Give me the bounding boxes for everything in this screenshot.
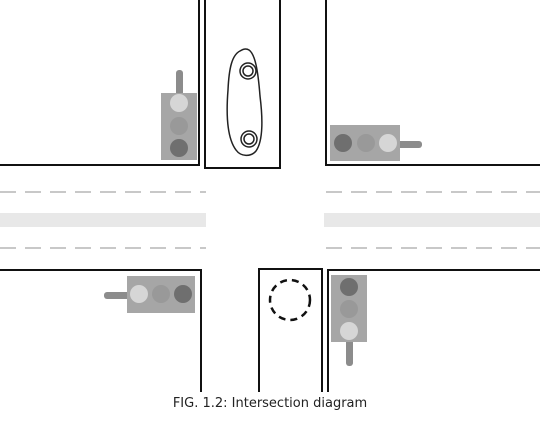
curbs [0,0,540,392]
dashed-circle-icon [268,278,312,322]
signal-lamp-right [174,285,192,303]
signal-pole-southwest [104,292,134,299]
lane-markings [0,191,540,249]
traffic-light-icon [161,70,197,160]
curb-northwest [0,0,200,166]
signal-lamp-top [170,94,188,112]
signal-lamp-left [130,285,148,303]
car-wheel-front-hub [242,65,254,77]
figure-caption: FIG. 1.2: Intersection diagram [172,396,368,411]
signal-lamp-middle [340,300,358,318]
signal-pole-northwest [176,70,183,100]
signal-lamp-bottom [170,139,188,157]
signal-lamp-middle [152,285,170,303]
curb-north-crosswalk [204,0,281,169]
traffic-light-icon [104,276,195,313]
car-wheel-rear-hub [243,133,255,145]
signal-lamp-top [340,278,358,296]
center-stripe-west [0,213,206,227]
signal-lamp-middle [357,134,375,152]
curb-northeast [325,0,540,166]
curb-south-crosswalk [258,268,323,392]
curb-southeast [327,269,540,392]
traffic-light-icon [331,275,367,366]
curb-southwest [0,269,202,392]
center-stripe-east [324,213,540,227]
signal-lamp-middle [170,117,188,135]
car-top-view-icon [226,48,263,157]
signal-lamp-left [334,134,352,152]
signal-pole-southeast [346,336,353,366]
signal-lamp-right [379,134,397,152]
signal-lamp-bottom [340,322,358,340]
signal-pole-northeast [394,141,422,148]
traffic-light-icon [330,125,422,161]
